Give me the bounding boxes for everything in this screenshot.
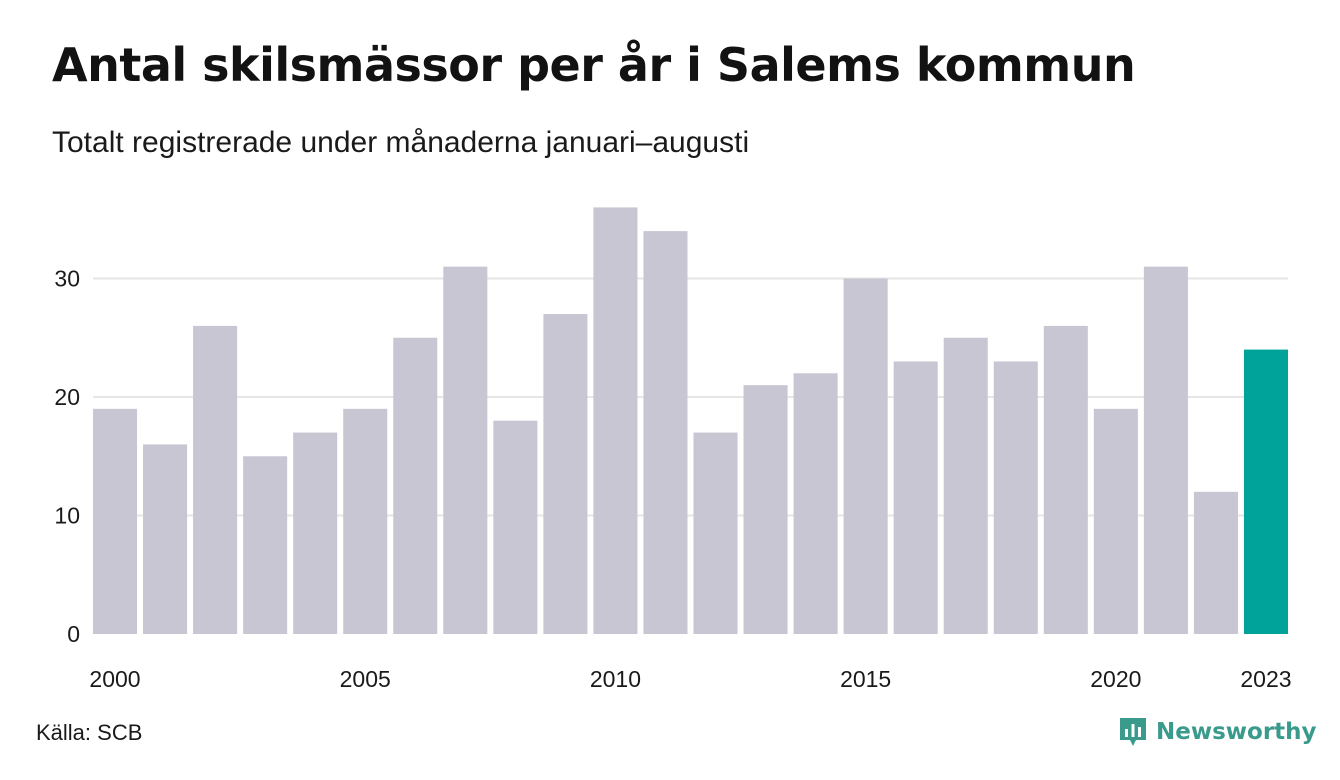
bar-2000 (93, 408, 138, 634)
bar-2003 (243, 456, 288, 634)
bars (93, 207, 1288, 634)
bar-2017 (943, 337, 988, 634)
bar-2001 (143, 444, 188, 634)
bar-2002 (193, 325, 238, 634)
y-axis-ticks: 0 10 20 30 (54, 266, 80, 648)
bar-2006 (393, 337, 438, 634)
newsworthy-logo-icon (1120, 718, 1146, 746)
brand-logo: Newsworthy (1118, 714, 1317, 750)
x-tick-label: 2020 (1090, 666, 1141, 692)
bar-2010 (593, 207, 638, 634)
bar-2022 (1193, 491, 1238, 634)
brand-name: Newsworthy (1156, 719, 1317, 745)
x-axis-ticks: 2000 2005 2010 2015 2020 2023 (89, 666, 1291, 692)
y-tick-label: 20 (54, 384, 80, 410)
bar-2015 (843, 278, 888, 634)
chart-title: Antal skilsmässor per år i Salems kommun (52, 38, 1136, 92)
bar-2023 (1243, 349, 1288, 634)
bar-2018 (993, 361, 1038, 634)
y-tick-label: 0 (67, 621, 80, 647)
bar-2005 (343, 408, 388, 634)
bar-2014 (793, 373, 838, 634)
bar-2020 (1093, 408, 1138, 634)
source-note: Källa: SCB (36, 720, 143, 745)
bar-2009 (543, 314, 588, 634)
bar-2013 (743, 385, 788, 634)
x-tick-label: 2000 (89, 666, 140, 692)
bar-2007 (443, 266, 488, 634)
x-tick-label: 2010 (590, 666, 641, 692)
x-tick-label: 2005 (340, 666, 391, 692)
gridlines (93, 277, 1288, 517)
bar-2012 (693, 432, 738, 634)
chart-subtitle: Totalt registrerade under månaderna janu… (52, 126, 750, 159)
y-tick-label: 10 (54, 503, 80, 529)
bar-2021 (1143, 266, 1188, 634)
x-tick-label: 2015 (840, 666, 891, 692)
x-tick-label: 2023 (1240, 666, 1291, 692)
bar-2008 (493, 420, 538, 634)
bar-2016 (893, 361, 938, 634)
y-tick-label: 30 (54, 266, 80, 292)
bar-2019 (1043, 325, 1088, 634)
bar-2004 (293, 432, 338, 634)
bar-2011 (643, 231, 688, 634)
